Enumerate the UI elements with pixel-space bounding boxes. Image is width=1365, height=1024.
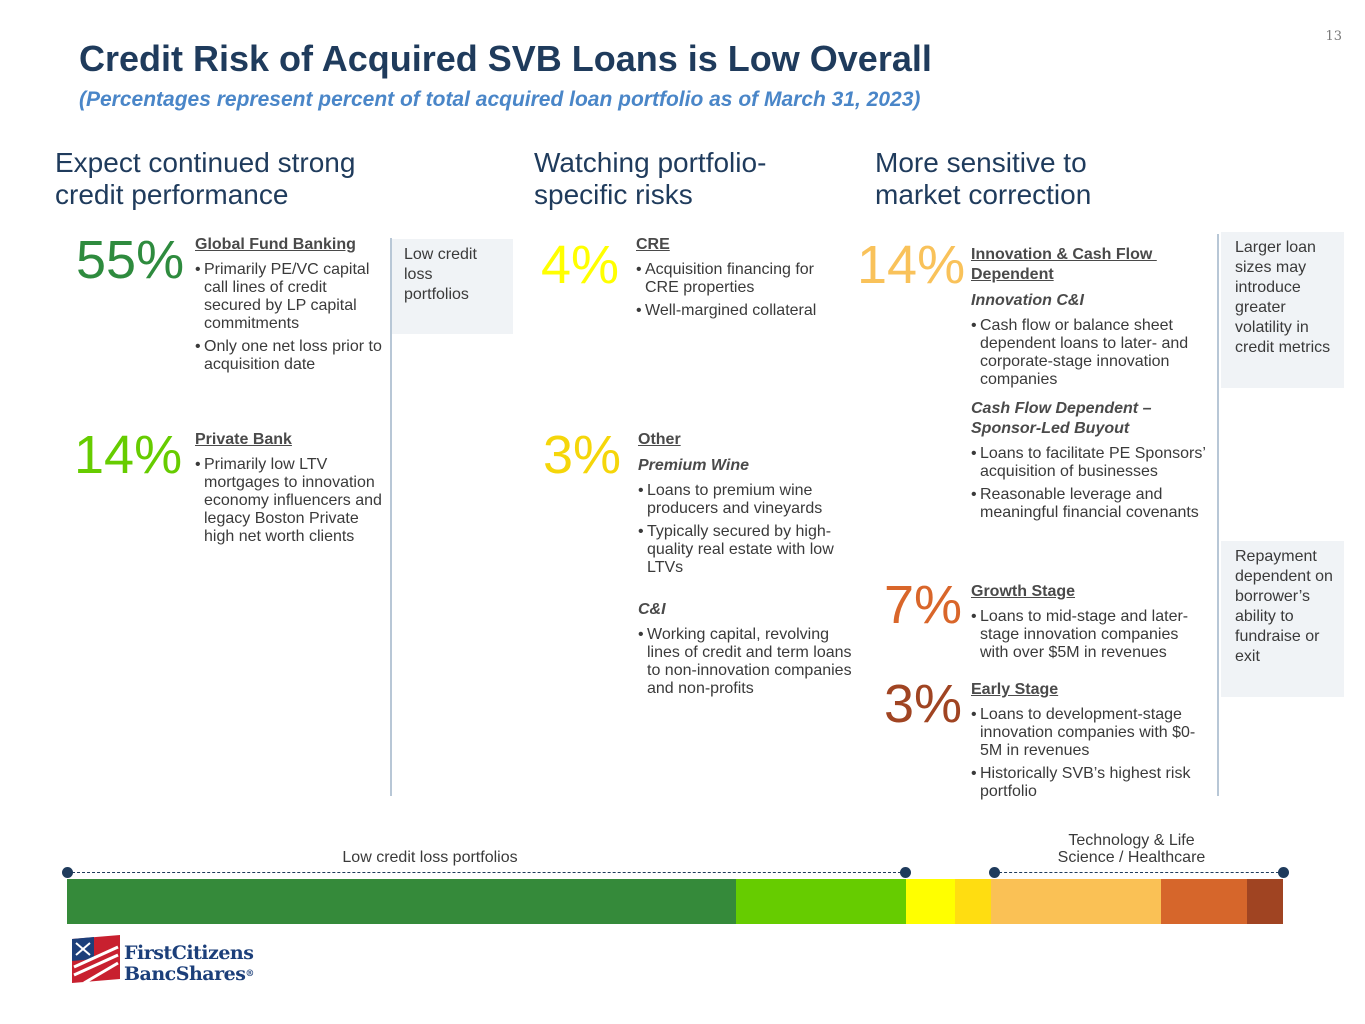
page-number: 13: [1325, 29, 1342, 44]
right-column-heading: More sensitive to market correction: [875, 147, 1091, 211]
page-subtitle: (Percentages represent percent of total …: [79, 88, 921, 111]
low-credit-sidebox: Low credit loss portfolios: [392, 239, 513, 334]
gfb-section: Global Fund Banking Primarily PE/VC capi…: [195, 235, 385, 379]
heading-line: credit performance: [55, 179, 289, 210]
early-title: Early Stage: [971, 681, 1059, 698]
gfb-title: Global Fund Banking: [195, 236, 356, 253]
heading-line: Expect continued strong: [55, 147, 356, 178]
growth-section: Growth Stage Loans to mid-stage and late…: [971, 582, 1209, 667]
heading-line: specific risks: [534, 179, 693, 210]
repayment-sidebox: Repayment dependent on borrower’s abilit…: [1221, 541, 1344, 697]
larger-loan-sidebox: Larger loan sizes may introduce greater …: [1221, 232, 1344, 388]
private-bank-bullet: Primarily low LTV mortgages to innovatio…: [195, 456, 385, 546]
other-title: Other: [638, 431, 681, 448]
growth-percentage: 7%: [884, 575, 963, 635]
early-percentage: 3%: [884, 674, 963, 734]
low-credit-bar-label: Low credit loss portfolios: [342, 849, 518, 866]
gfb-bullet: Only one net loss prior to acquisition d…: [195, 338, 385, 374]
middle-column-heading: Watching portfolio- specific risks: [534, 147, 766, 211]
bar-segment-growth-stage: [1161, 879, 1247, 924]
subtitle-line: Sponsor-Led Buyout: [971, 420, 1130, 437]
other-bullet: Working capital, revolving lines of cred…: [638, 626, 853, 698]
cre-percentage: 4%: [541, 235, 620, 295]
registered-mark: ®: [245, 969, 254, 979]
left-column-heading: Expect continued strong credit performan…: [55, 147, 355, 211]
innovation-ci-subtitle: Innovation C&I: [971, 292, 1084, 309]
tech-label-line: Science / Healthcare: [1057, 849, 1206, 866]
innovation-bullet: Cash flow or balance sheet dependent loa…: [971, 317, 1209, 389]
innovation-percentage: 14%: [857, 235, 966, 295]
cre-bullet: Well-margined collateral: [636, 302, 841, 320]
early-bullet: Loans to development-stage innovation co…: [971, 706, 1209, 760]
innovation-bullet: Loans to facilitate PE Sponsors’ acquisi…: [971, 445, 1209, 481]
cre-bullet: Acquisition financing for CRE properties: [636, 261, 841, 297]
page-title: Credit Risk of Acquired SVB Loans is Low…: [79, 38, 932, 79]
tech-bar-label: Technology & Life Science / Healthcare: [1030, 832, 1233, 866]
innovation-title: Innovation & Cash Flow Dependent: [971, 245, 1209, 285]
heading-line: More sensitive to: [875, 147, 1087, 178]
bracket-dot: [1278, 867, 1289, 878]
bar-segment-innovation-cash-flow-dependent: [991, 879, 1162, 924]
bar-segment-cre: [906, 879, 956, 924]
private-bank-title: Private Bank: [195, 431, 292, 448]
other-percentage: 3%: [543, 425, 622, 485]
growth-title: Growth Stage: [971, 583, 1076, 600]
innovation-title-line: Innovation & Cash Flow: [971, 246, 1157, 263]
innovation-title-line: Dependent: [971, 266, 1054, 283]
sponsor-buyout-subtitle: Cash Flow Dependent – Sponsor-Led Buyout: [971, 399, 1209, 439]
other-bullet: Loans to premium wine producers and vine…: [638, 482, 853, 518]
cre-title: CRE: [636, 236, 670, 253]
right-divider: [1217, 234, 1219, 796]
private-bank-percentage: 14%: [74, 425, 183, 485]
tech-label-line: Technology & Life: [1068, 832, 1195, 849]
bar-segment-private-bank: [735, 879, 907, 924]
ci-subtitle: C&I: [638, 601, 666, 618]
bracket-dot: [62, 867, 73, 878]
innovation-bullet: Reasonable leverage and meaningful finan…: [971, 486, 1209, 522]
logo-line1: FirstCitizens: [124, 942, 254, 964]
other-bullet: Typically secured by high-quality real e…: [638, 523, 853, 577]
early-bullet: Historically SVB’s highest risk portfoli…: [971, 765, 1209, 801]
early-section: Early Stage Loans to development-stage i…: [971, 680, 1209, 806]
tech-bracket: [994, 872, 1284, 873]
logo-line2-text: BancShares: [124, 963, 246, 985]
other-section: Other Premium Wine Loans to premium wine…: [638, 430, 853, 703]
bar-segment-other: [954, 879, 992, 924]
bracket-dot: [900, 867, 911, 878]
growth-bullet: Loans to mid-stage and later-stage innov…: [971, 608, 1209, 662]
bar-segment-early-stage: [1246, 879, 1284, 924]
premium-wine-subtitle: Premium Wine: [638, 457, 749, 474]
cre-section: CRE Acquisition financing for CRE proper…: [636, 235, 841, 325]
first-citizens-flag-icon: [70, 933, 122, 985]
low-credit-bracket: [67, 872, 906, 873]
gfb-percentage: 55%: [76, 230, 185, 290]
heading-line: Watching portfolio-: [534, 147, 767, 178]
innovation-section: Innovation & Cash Flow Dependent Innovat…: [971, 245, 1209, 527]
left-divider: [390, 238, 392, 796]
bracket-dot: [989, 867, 1000, 878]
private-bank-section: Private Bank Primarily low LTV mortgages…: [195, 430, 385, 551]
gfb-bullet: Primarily PE/VC capital call lines of cr…: [195, 261, 385, 333]
logo-wordmark: FirstCitizens BancShares®: [124, 943, 254, 985]
bar-segment-global-fund-banking: [67, 879, 737, 924]
logo-line2: BancShares®: [124, 964, 254, 985]
subtitle-line: Cash Flow Dependent –: [971, 400, 1152, 417]
heading-line: market correction: [875, 179, 1092, 210]
